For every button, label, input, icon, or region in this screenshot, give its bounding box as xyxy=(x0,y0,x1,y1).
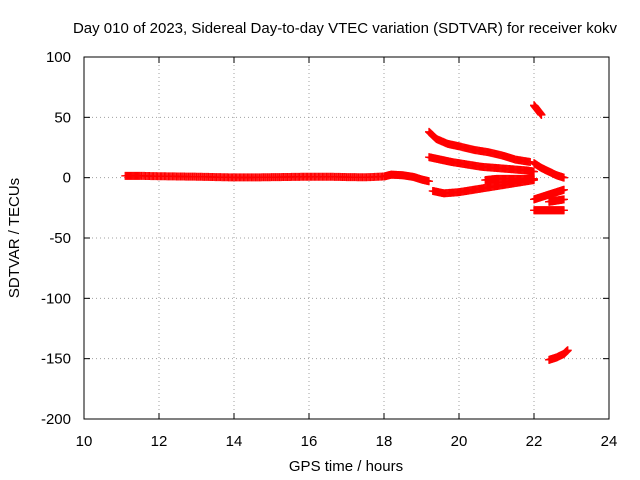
y-axis-label: SDTVAR / TECUs xyxy=(6,178,23,298)
data-point xyxy=(530,167,538,176)
x-tick-label: 10 xyxy=(76,433,93,450)
data-point xyxy=(526,157,535,166)
data-point xyxy=(537,110,546,119)
y-tick-label: 50 xyxy=(54,109,71,126)
y-tick-label: 0 xyxy=(63,170,71,187)
x-tick-label: 18 xyxy=(376,433,393,450)
data-points xyxy=(121,101,572,364)
x-tick-label: 14 xyxy=(226,433,243,450)
x-tick-label: 12 xyxy=(151,433,168,450)
x-tick-label: 22 xyxy=(526,433,543,450)
axis-ticks: 10 12 14 16 18 20 22 24 -200 -150 -100 -50 0 50 100 xyxy=(41,49,617,450)
plot-frame xyxy=(83,56,610,420)
data-point xyxy=(560,195,568,204)
data-point xyxy=(563,346,572,355)
data-point xyxy=(560,206,568,215)
x-axis-label: GPS time / hours xyxy=(289,458,403,475)
y-tick-label: 100 xyxy=(46,49,71,66)
x-tick-label: 24 xyxy=(601,433,618,450)
data-point xyxy=(560,173,568,182)
chart-title: Day 010 of 2023, Sidereal Day-to-day VTE… xyxy=(73,20,618,37)
y-tick-label: -50 xyxy=(49,230,71,247)
data-point xyxy=(530,174,538,183)
x-tick-label: 16 xyxy=(301,433,318,450)
y-tick-label: -200 xyxy=(41,411,71,428)
y-tick-label: -100 xyxy=(41,290,71,307)
x-tick-label: 20 xyxy=(451,433,468,450)
data-point xyxy=(560,185,568,194)
y-tick-label: -150 xyxy=(41,351,71,368)
grid-lines xyxy=(84,57,609,419)
data-point xyxy=(425,177,433,186)
